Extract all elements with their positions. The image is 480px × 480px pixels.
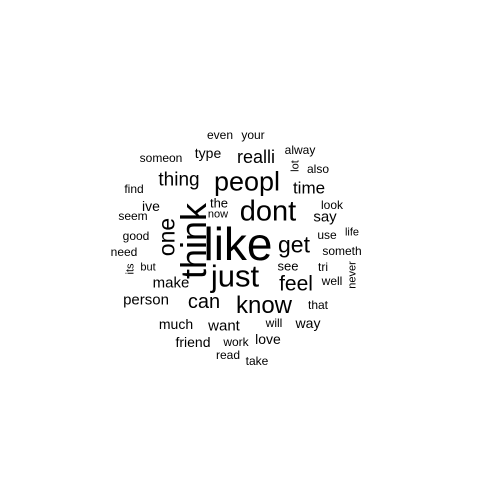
word-realli: realli bbox=[236, 147, 276, 167]
word-think: think bbox=[173, 202, 214, 280]
word-its: its bbox=[124, 263, 137, 275]
word-alway: alway bbox=[284, 143, 316, 157]
word-find: find bbox=[124, 182, 144, 196]
word-way: way bbox=[295, 315, 321, 331]
word-can: can bbox=[187, 291, 221, 313]
word-work: work bbox=[223, 335, 249, 349]
word-someon: someon bbox=[139, 151, 183, 165]
word-feel: feel bbox=[279, 272, 313, 296]
word-tri: tri bbox=[318, 260, 328, 274]
word-lot: lot bbox=[289, 160, 302, 172]
word-read: read bbox=[215, 348, 241, 362]
word-but: but bbox=[140, 261, 156, 274]
word-look: look bbox=[320, 198, 344, 212]
word-much: much bbox=[158, 316, 194, 332]
word-say: say bbox=[313, 208, 337, 226]
word-life: life bbox=[344, 226, 360, 239]
word-also: also bbox=[306, 162, 330, 176]
word-like: like bbox=[203, 218, 273, 270]
word-make: make bbox=[152, 274, 190, 292]
word-time: time bbox=[292, 178, 326, 198]
word-good: good bbox=[122, 229, 150, 243]
word-want: want bbox=[208, 317, 240, 335]
word-friend: friend bbox=[175, 334, 211, 350]
word-someth: someth bbox=[322, 244, 362, 258]
word-the: the bbox=[209, 195, 229, 211]
word-well: well bbox=[321, 274, 343, 288]
word-need: need bbox=[110, 245, 138, 259]
word-seem: seem bbox=[118, 209, 148, 223]
word-dont: dont bbox=[239, 195, 297, 228]
word-type: type bbox=[194, 145, 222, 161]
word-take: take bbox=[245, 354, 269, 368]
word-will: will bbox=[265, 316, 283, 330]
word-use: use bbox=[317, 228, 337, 242]
word-one: one bbox=[153, 217, 180, 257]
word-get: get bbox=[278, 231, 310, 258]
word-never: never bbox=[346, 261, 359, 289]
word-thing: thing bbox=[158, 169, 200, 191]
word-peopl: peopl bbox=[213, 166, 281, 197]
word-your: your bbox=[241, 128, 265, 142]
word-ive: ive bbox=[142, 198, 160, 214]
word-see: see bbox=[277, 258, 299, 274]
word-even: even bbox=[206, 128, 234, 142]
word-know: know bbox=[235, 292, 293, 319]
word-now: now bbox=[207, 208, 229, 221]
word-that: that bbox=[307, 298, 329, 312]
word-just: just bbox=[210, 258, 260, 294]
word-person: person bbox=[123, 291, 169, 309]
word-love: love bbox=[255, 331, 281, 347]
